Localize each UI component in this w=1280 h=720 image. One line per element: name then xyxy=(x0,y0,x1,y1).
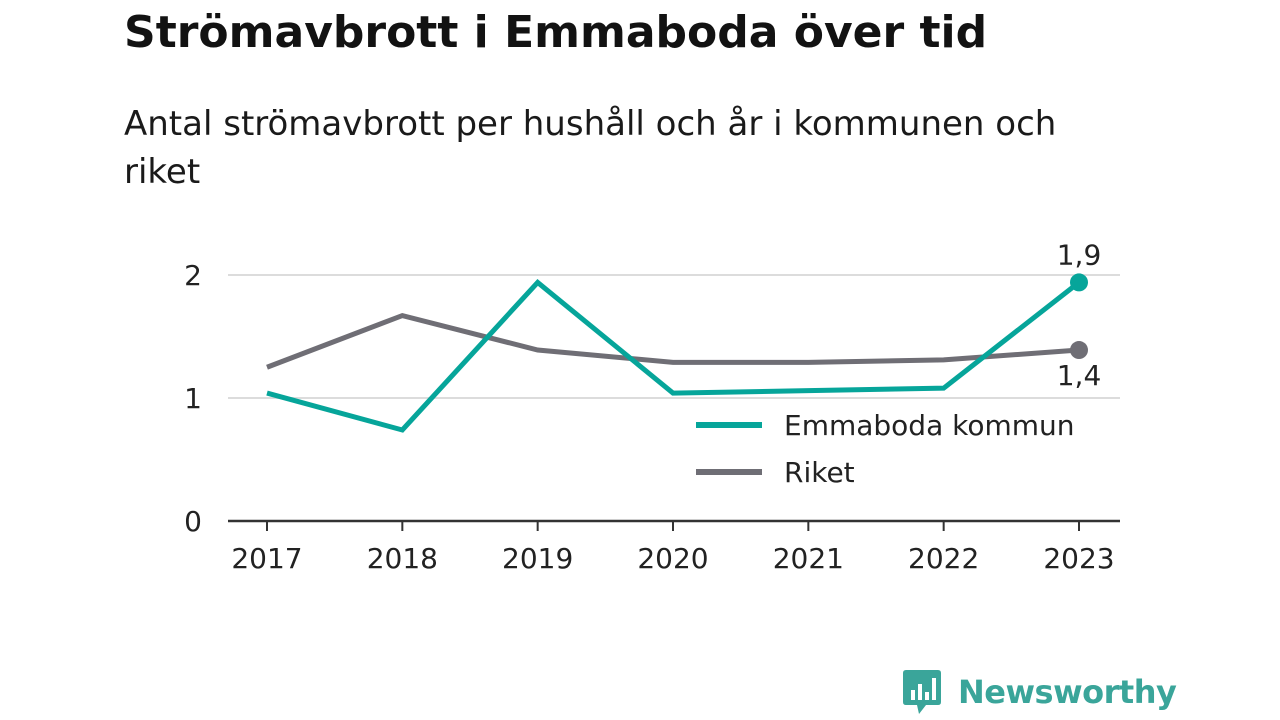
legend-label: Riket xyxy=(784,456,855,489)
x-tick-label: 2022 xyxy=(908,542,979,575)
brand-name: Newsworthy xyxy=(958,673,1177,711)
newsworthy-brand: Newsworthy xyxy=(902,670,1177,714)
legend-item: Emmaboda kommun xyxy=(691,409,1091,443)
legend: Emmaboda kommun Riket xyxy=(691,409,1091,490)
data-label: 1,9 xyxy=(1057,238,1102,271)
series-line xyxy=(266,312,1080,370)
x-tick-label: 2018 xyxy=(367,542,438,575)
series-end-marker xyxy=(1070,273,1088,292)
legend-label: Emmaboda kommun xyxy=(784,409,1075,442)
x-tick-label: 2017 xyxy=(231,542,302,575)
newsworthy-logo-icon xyxy=(903,670,941,714)
y-tick-label: 0 xyxy=(184,505,202,538)
chart-subtitle: Antal strömavbrott per hushåll och år i … xyxy=(124,104,1057,192)
x-tick-label: 2021 xyxy=(773,542,844,575)
y-tick-label: 2 xyxy=(184,259,202,292)
legend-item: Riket xyxy=(691,456,1091,490)
grid-lines xyxy=(228,274,1120,399)
x-axis: 2017 2018 2019 2020 2021 2022 2023 xyxy=(228,519,1120,575)
series-end-marker xyxy=(1070,341,1088,360)
y-tick-label: 1 xyxy=(184,382,202,415)
y-axis-ticks: 0 1 2 xyxy=(184,259,202,538)
chart-title: Strömavbrott i Emmaboda över tid xyxy=(124,7,988,58)
x-tick-label: 2020 xyxy=(637,542,708,575)
x-tick-label: 2019 xyxy=(502,542,573,575)
x-tick-label: 2023 xyxy=(1043,542,1114,575)
series-line xyxy=(266,278,1081,433)
series-lines: 1,9 1,4 xyxy=(266,238,1102,433)
data-label: 1,4 xyxy=(1057,359,1102,392)
